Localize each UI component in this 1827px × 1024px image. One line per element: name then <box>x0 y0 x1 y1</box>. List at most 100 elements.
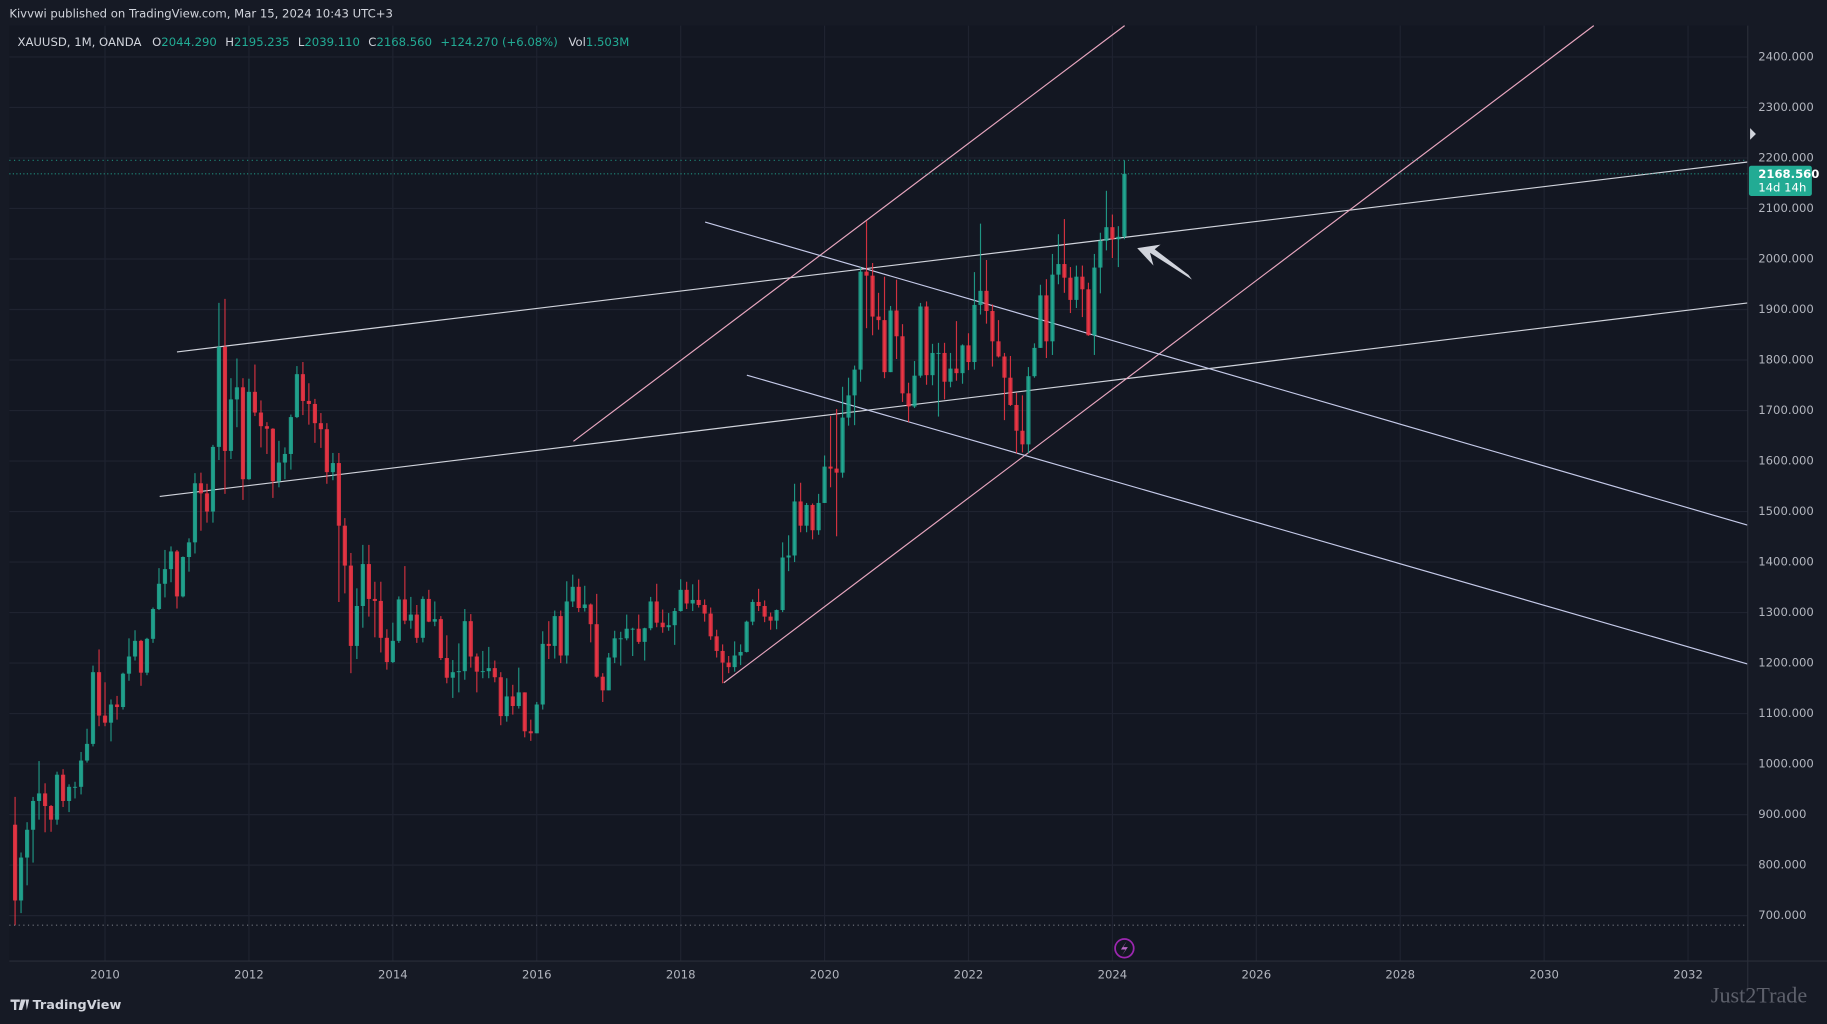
trendline <box>746 374 1748 665</box>
candle-body <box>84 743 90 761</box>
candle-body <box>462 621 467 672</box>
x-tick-label: 2020 <box>810 968 840 982</box>
candle-body <box>474 656 479 672</box>
candle-body <box>270 428 275 482</box>
y-tick-label: 2300.000 <box>1758 100 1814 114</box>
candle-body <box>852 369 857 396</box>
h-value: 2195.235 <box>234 34 290 48</box>
candle-body <box>930 352 935 376</box>
candle-body <box>936 352 941 354</box>
candle-body <box>672 611 677 626</box>
candle-body <box>324 429 329 473</box>
candle-body <box>912 375 917 407</box>
candle-body <box>798 501 803 526</box>
candle-body <box>708 613 713 637</box>
candle-body <box>642 628 647 642</box>
candle-body <box>1002 356 1007 378</box>
candle-body <box>468 621 473 657</box>
y-tick-label: 2200.000 <box>1758 150 1814 164</box>
candle-body <box>750 601 755 622</box>
x-tick-label: 2026 <box>1241 968 1271 982</box>
events-icon[interactable] <box>1114 938 1135 959</box>
candle-body <box>432 619 437 622</box>
candle-body <box>732 655 737 668</box>
candle-body <box>384 637 389 663</box>
y-tick-label: 2400.000 <box>1758 49 1814 63</box>
candle-body <box>636 628 641 642</box>
candle-body <box>744 621 749 652</box>
candle-body <box>1116 236 1121 240</box>
candle-body <box>126 656 132 674</box>
y-tick-label: 1500.000 <box>1758 504 1814 518</box>
candle-body <box>354 606 359 646</box>
scroll-marker[interactable] <box>1750 128 1756 140</box>
candle-body <box>558 616 563 656</box>
axes: 700.000 800.000 900.000 1000.000 1100.000 120… <box>90 49 1814 981</box>
candle-body <box>210 446 216 512</box>
candle-body <box>822 466 827 503</box>
candle-body <box>906 393 911 407</box>
candle-body <box>168 551 174 570</box>
candle-body <box>378 600 383 638</box>
candle-body <box>702 604 707 614</box>
trendlines <box>159 25 1748 684</box>
candle-body <box>780 557 785 611</box>
candle-body <box>1080 276 1085 290</box>
candle-body <box>1062 264 1067 278</box>
candle-body <box>528 731 533 734</box>
candle-body <box>978 290 983 305</box>
candle-body <box>174 551 180 597</box>
candle-body <box>498 677 503 717</box>
candle-body <box>258 412 264 427</box>
candle-body <box>1098 240 1103 268</box>
candle-body <box>24 829 30 858</box>
candle-body <box>762 606 767 617</box>
candle-body <box>1020 430 1025 445</box>
candle-body <box>420 598 425 638</box>
candle-body <box>1122 173 1127 237</box>
candle-body <box>426 598 431 622</box>
x-tick-label: 2028 <box>1385 968 1415 982</box>
candle-body <box>876 316 881 321</box>
candle-body <box>720 650 725 663</box>
candle-body <box>840 417 845 473</box>
candle-body <box>444 658 449 678</box>
candle-body <box>624 628 629 639</box>
candle-body <box>1032 347 1037 377</box>
candle-body <box>1026 376 1031 445</box>
candle-body <box>726 662 731 668</box>
y-tick-label: 2100.000 <box>1758 201 1814 215</box>
candle-body <box>954 368 959 374</box>
y-tick-label: 1200.000 <box>1758 656 1814 670</box>
candle-body <box>114 704 120 708</box>
y-tick-label: 900.000 <box>1758 807 1806 821</box>
candle-body <box>318 423 323 430</box>
candle-body <box>150 609 156 639</box>
candle-body <box>252 391 258 413</box>
candle-body <box>660 622 665 628</box>
candle-body <box>1110 227 1115 240</box>
candle-body <box>1050 274 1055 342</box>
y-tick-label: 800.000 <box>1758 858 1806 872</box>
candle-body <box>1092 267 1097 336</box>
candle-body <box>90 672 96 744</box>
candle-body <box>450 672 455 678</box>
candle-body <box>348 565 353 646</box>
c-label: C <box>368 34 376 48</box>
candle-body <box>78 760 84 787</box>
candle-body <box>888 310 893 373</box>
candle-body <box>1008 377 1013 405</box>
candle-body <box>846 395 851 418</box>
last-price-bg <box>1748 165 1812 196</box>
y-tick-label: 1900.000 <box>1758 302 1814 316</box>
candle-body <box>690 599 695 604</box>
plot-area <box>9 25 1748 962</box>
x-tick-label: 2012 <box>234 968 264 982</box>
candle-body <box>96 672 102 716</box>
candle-body <box>1014 404 1019 431</box>
candle-body <box>300 374 305 401</box>
candle-body <box>144 638 150 673</box>
candle-body <box>570 586 575 602</box>
candle-body <box>36 793 42 801</box>
grid <box>9 25 1748 962</box>
